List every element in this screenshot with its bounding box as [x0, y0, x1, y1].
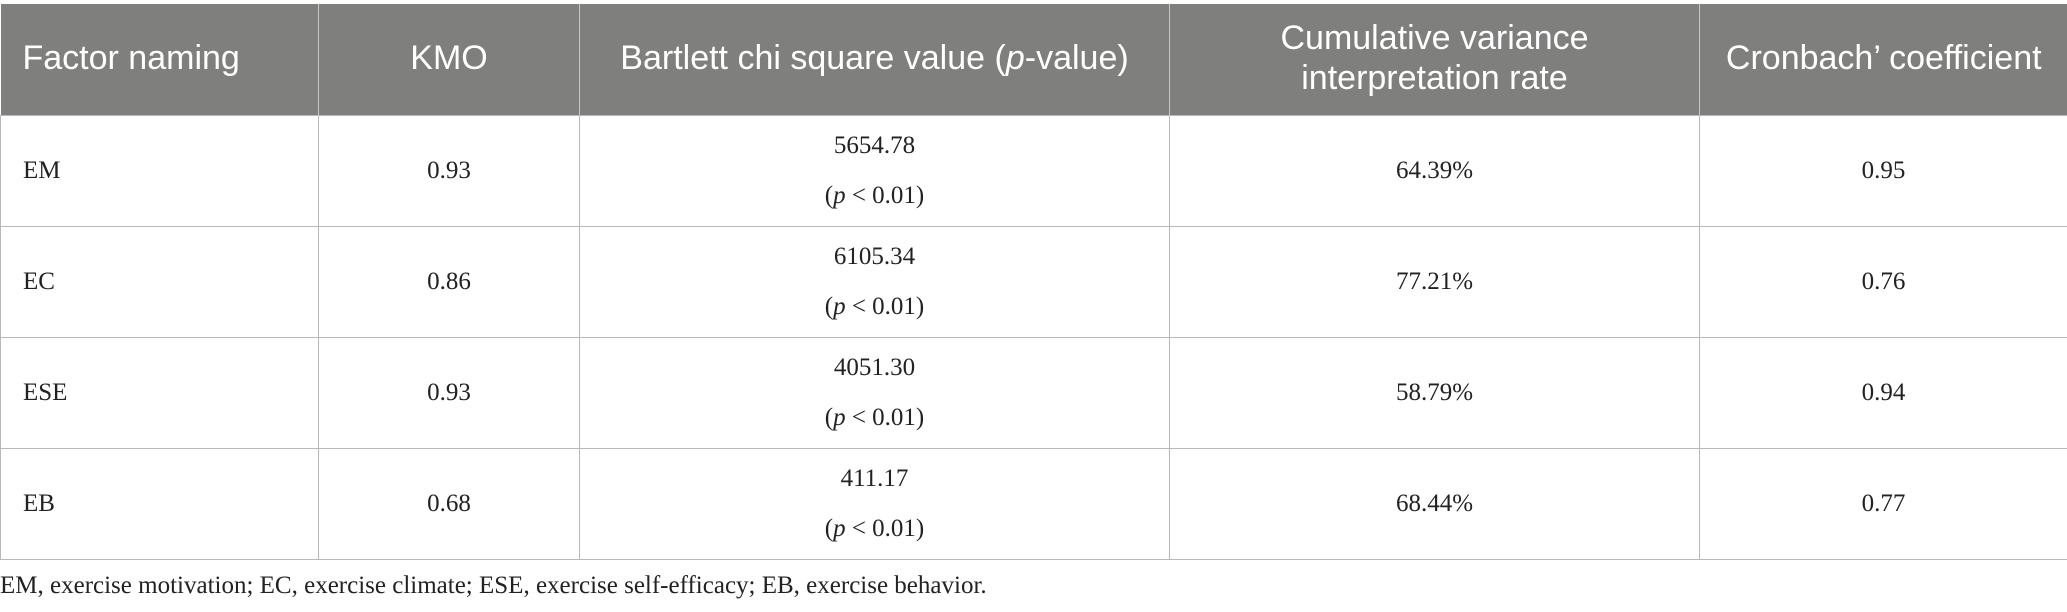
p-open: (	[824, 403, 834, 431]
header-bartlett-prefix: Bartlett chi square value (	[620, 39, 1006, 78]
cell-factor: ESE	[0, 336, 319, 449]
cell-kmo: 0.93	[318, 114, 580, 227]
chi-value: 4051.30	[833, 353, 916, 381]
factor-analysis-table: Factor naming KMO Bartlett chi square va…	[0, 4, 2067, 560]
p-open: (	[824, 292, 834, 320]
header-cumulative-variance: Cumulative variance interpretation rate	[1169, 4, 1700, 115]
cell-cronbach: 0.76	[1699, 225, 2067, 338]
cell-cronbach: 0.95	[1699, 114, 2067, 227]
p-letter: p	[833, 292, 846, 320]
table-footnote: EM, exercise motivation; EC, exercise cl…	[0, 572, 987, 599]
p-value-note: (p < 0.01)	[592, 171, 1157, 221]
header-bartlett-suffix: -value)	[1024, 39, 1129, 78]
p-letter: p	[833, 403, 846, 431]
header-factor-naming: Factor naming	[0, 4, 319, 115]
p-rest: < 0.01)	[845, 181, 925, 209]
cell-cronbach: 0.77	[1699, 447, 2067, 560]
cell-variance: 68.44%	[1169, 447, 1700, 560]
p-rest: < 0.01)	[845, 403, 925, 431]
cell-factor: EM	[0, 114, 319, 227]
table-header: Factor naming KMO Bartlett chi square va…	[0, 4, 2067, 115]
header-row: Factor naming KMO Bartlett chi square va…	[0, 4, 2067, 115]
p-value-note: (p < 0.01)	[592, 504, 1157, 554]
cell-bartlett: 411.17 (p < 0.01)	[579, 447, 1170, 560]
chi-value: 411.17	[840, 464, 909, 492]
cell-bartlett: 5654.78 (p < 0.01)	[579, 114, 1170, 227]
header-cronbach: Cronbach’ coefficient	[1699, 4, 2067, 115]
p-open: (	[824, 181, 834, 209]
p-value-note: (p < 0.01)	[592, 393, 1157, 443]
header-bartlett-p: p	[1005, 39, 1025, 78]
chi-value: 6105.34	[833, 242, 916, 270]
table-row: EB 0.68 411.17 (p < 0.01) 68.44% 0.77	[0, 447, 2067, 560]
cell-bartlett: 6105.34 (p < 0.01)	[579, 225, 1170, 338]
table-row: EM 0.93 5654.78 (p < 0.01) 64.39% 0.95	[0, 114, 2067, 227]
table-body: EM 0.93 5654.78 (p < 0.01) 64.39% 0.95 E…	[0, 114, 2067, 560]
cell-variance: 64.39%	[1169, 114, 1700, 227]
p-letter: p	[833, 514, 846, 542]
cell-cronbach: 0.94	[1699, 336, 2067, 449]
cell-variance: 58.79%	[1169, 336, 1700, 449]
cell-kmo: 0.93	[318, 336, 580, 449]
p-value-note: (p < 0.01)	[592, 282, 1157, 332]
table-row: ESE 0.93 4051.30 (p < 0.01) 58.79% 0.94	[0, 336, 2067, 449]
p-rest: < 0.01)	[845, 292, 925, 320]
cell-kmo: 0.68	[318, 447, 580, 560]
cell-bartlett: 4051.30 (p < 0.01)	[579, 336, 1170, 449]
p-letter: p	[833, 181, 846, 209]
header-kmo: KMO	[318, 4, 580, 115]
header-bartlett: Bartlett chi square value (p-value)	[579, 4, 1170, 115]
cell-kmo: 0.86	[318, 225, 580, 338]
table-row: EC 0.86 6105.34 (p < 0.01) 77.21% 0.76	[0, 225, 2067, 338]
p-open: (	[824, 514, 834, 542]
cell-factor: EC	[0, 225, 319, 338]
chi-value: 5654.78	[833, 131, 916, 159]
factor-analysis-table-container: Factor naming KMO Bartlett chi square va…	[0, 4, 2067, 560]
cell-factor: EB	[0, 447, 319, 560]
p-rest: < 0.01)	[845, 514, 925, 542]
cell-variance: 77.21%	[1169, 225, 1700, 338]
